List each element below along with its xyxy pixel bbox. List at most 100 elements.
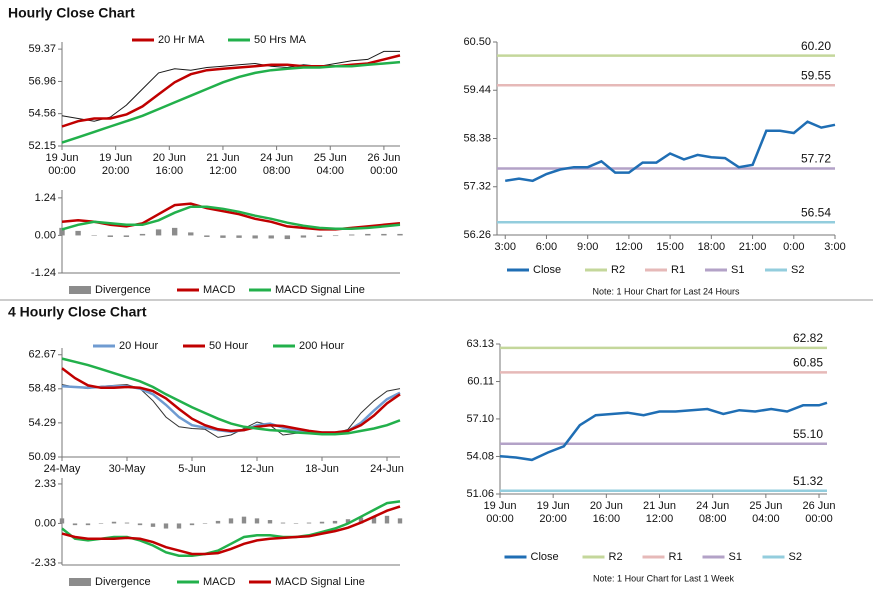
series-line: [61, 384, 401, 434]
y-tick-label: 0.00: [35, 517, 56, 529]
legend-label: Close: [533, 264, 561, 276]
x-tick-label: 24-May: [44, 463, 81, 475]
level-label: 59.55: [801, 68, 831, 82]
level-label: 62.82: [793, 331, 823, 345]
divergence-bar: [268, 235, 274, 239]
legend-label: MACD Signal Line: [275, 576, 365, 588]
divergence-bar: [72, 523, 78, 526]
series-line: [61, 205, 401, 231]
y-tick-label: 57.32: [463, 181, 491, 193]
divergence-bar: [280, 522, 286, 524]
divergence-bar: [188, 232, 194, 236]
x-tick-label: 19 Jun 00:00: [483, 500, 516, 525]
y-tick-label: 1.24: [35, 192, 56, 204]
legend-label: R2: [609, 551, 623, 563]
x-tick-label: 19 Jun 00:00: [45, 152, 78, 177]
legend-label: S2: [789, 551, 802, 563]
divergence-bar: [319, 521, 325, 524]
level-label: 60.85: [793, 356, 823, 370]
x-tick-label: 6:00: [536, 241, 557, 253]
level-label: 57.72: [801, 152, 831, 166]
divergence-bar: [349, 234, 355, 236]
x-tick-label: 18:00: [698, 241, 726, 253]
series-line: [61, 500, 401, 557]
legend-label: 20 Hour: [119, 340, 158, 352]
divergence-bar: [254, 518, 260, 524]
y-tick-label: -2.33: [31, 557, 56, 569]
divergence-bar: [397, 518, 403, 524]
y-tick-label: 2.33: [35, 478, 56, 490]
x-tick-label: 24 Jun 08:00: [696, 500, 729, 525]
y-tick-label: 63.13: [466, 338, 494, 350]
y-tick-label: 50.09: [28, 451, 56, 463]
divergence-bar: [91, 235, 97, 236]
legend-label: MACD: [203, 576, 235, 588]
x-tick-label: 24 Jun 08:00: [260, 152, 293, 177]
legend-label: Close: [531, 551, 559, 563]
divergence-bar: [123, 235, 130, 237]
divergence-bar: [150, 523, 156, 527]
x-tick-label: 26 Jun 00:00: [803, 500, 836, 525]
x-tick-label: 20 Jun 16:00: [153, 152, 186, 177]
x-tick-label: 15:00: [656, 241, 684, 253]
legend-label: 200 Hour: [299, 340, 345, 352]
series-line: [61, 60, 401, 144]
y-tick-label: 58.38: [463, 132, 491, 144]
y-tick-label: 52.15: [28, 140, 56, 152]
divergence-bar: [306, 522, 312, 524]
divergence-bar: [293, 523, 299, 524]
y-tick-label: 51.06: [466, 488, 494, 500]
x-tick-label: 3:00: [495, 241, 516, 253]
divergence-bar: [284, 235, 291, 240]
y-tick-label: 0.00: [35, 229, 56, 241]
section-title: 4 Hourly Close Chart: [8, 304, 147, 320]
legend-label: MACD Signal Line: [275, 284, 365, 296]
divergence-bar: [358, 517, 364, 524]
y-tick-label: 58.48: [28, 383, 56, 395]
series-line: [61, 357, 401, 436]
y-tick-label: 54.29: [28, 417, 56, 429]
divergence-bar: [332, 235, 339, 237]
legend-label: S1: [731, 264, 744, 276]
series-line: [499, 401, 828, 462]
x-tick-label: 24-Jun: [370, 463, 404, 475]
x-tick-label: 19 Jun 20:00: [99, 152, 132, 177]
divergence-bar: [139, 233, 146, 236]
legend-label: R1: [669, 551, 683, 563]
legend-label: R2: [611, 264, 625, 276]
level-label: 55.10: [793, 427, 823, 441]
x-tick-label: 26 Jun 00:00: [367, 152, 400, 177]
x-tick-label: 12-Jun: [240, 463, 274, 475]
divergence-bar: [171, 227, 178, 236]
x-tick-label: 18-Jun: [305, 463, 339, 475]
legend-label: 50 Hrs MA: [254, 34, 307, 46]
divergence-bar: [98, 523, 104, 524]
divergence-bar: [137, 523, 143, 526]
y-tick-label: 54.08: [466, 450, 494, 462]
divergence-bar: [155, 229, 162, 236]
legend-label: MACD: [203, 284, 235, 296]
y-tick-label: 59.37: [28, 43, 56, 55]
divergence-bar: [204, 235, 210, 237]
y-tick-label: -1.24: [31, 267, 56, 279]
note: Note: 1 Hour Chart for Last 1 Week: [593, 573, 734, 583]
divergence-bar: [111, 521, 117, 524]
legend-label: R1: [671, 264, 685, 276]
x-tick-label: 20 Jun 16:00: [590, 500, 623, 525]
x-tick-label: 5-Jun: [178, 463, 206, 475]
divergence-bar: [236, 235, 242, 238]
series-line: [61, 367, 401, 434]
divergence-bar: [381, 233, 387, 236]
series-line: [61, 50, 400, 122]
divergence-bar: [228, 518, 234, 524]
section-title: Hourly Close Chart: [8, 5, 135, 21]
divergence-bar: [202, 523, 208, 524]
divergence-bar: [163, 523, 169, 529]
x-tick-label: 30-May: [109, 463, 146, 475]
y-tick-label: 56.26: [463, 229, 491, 241]
divergence-bar: [59, 227, 65, 236]
x-tick-label: 21 Jun 12:00: [643, 500, 676, 525]
legend-label: S1: [729, 551, 742, 563]
series-line: [505, 120, 836, 183]
divergence-bar: [176, 523, 182, 529]
